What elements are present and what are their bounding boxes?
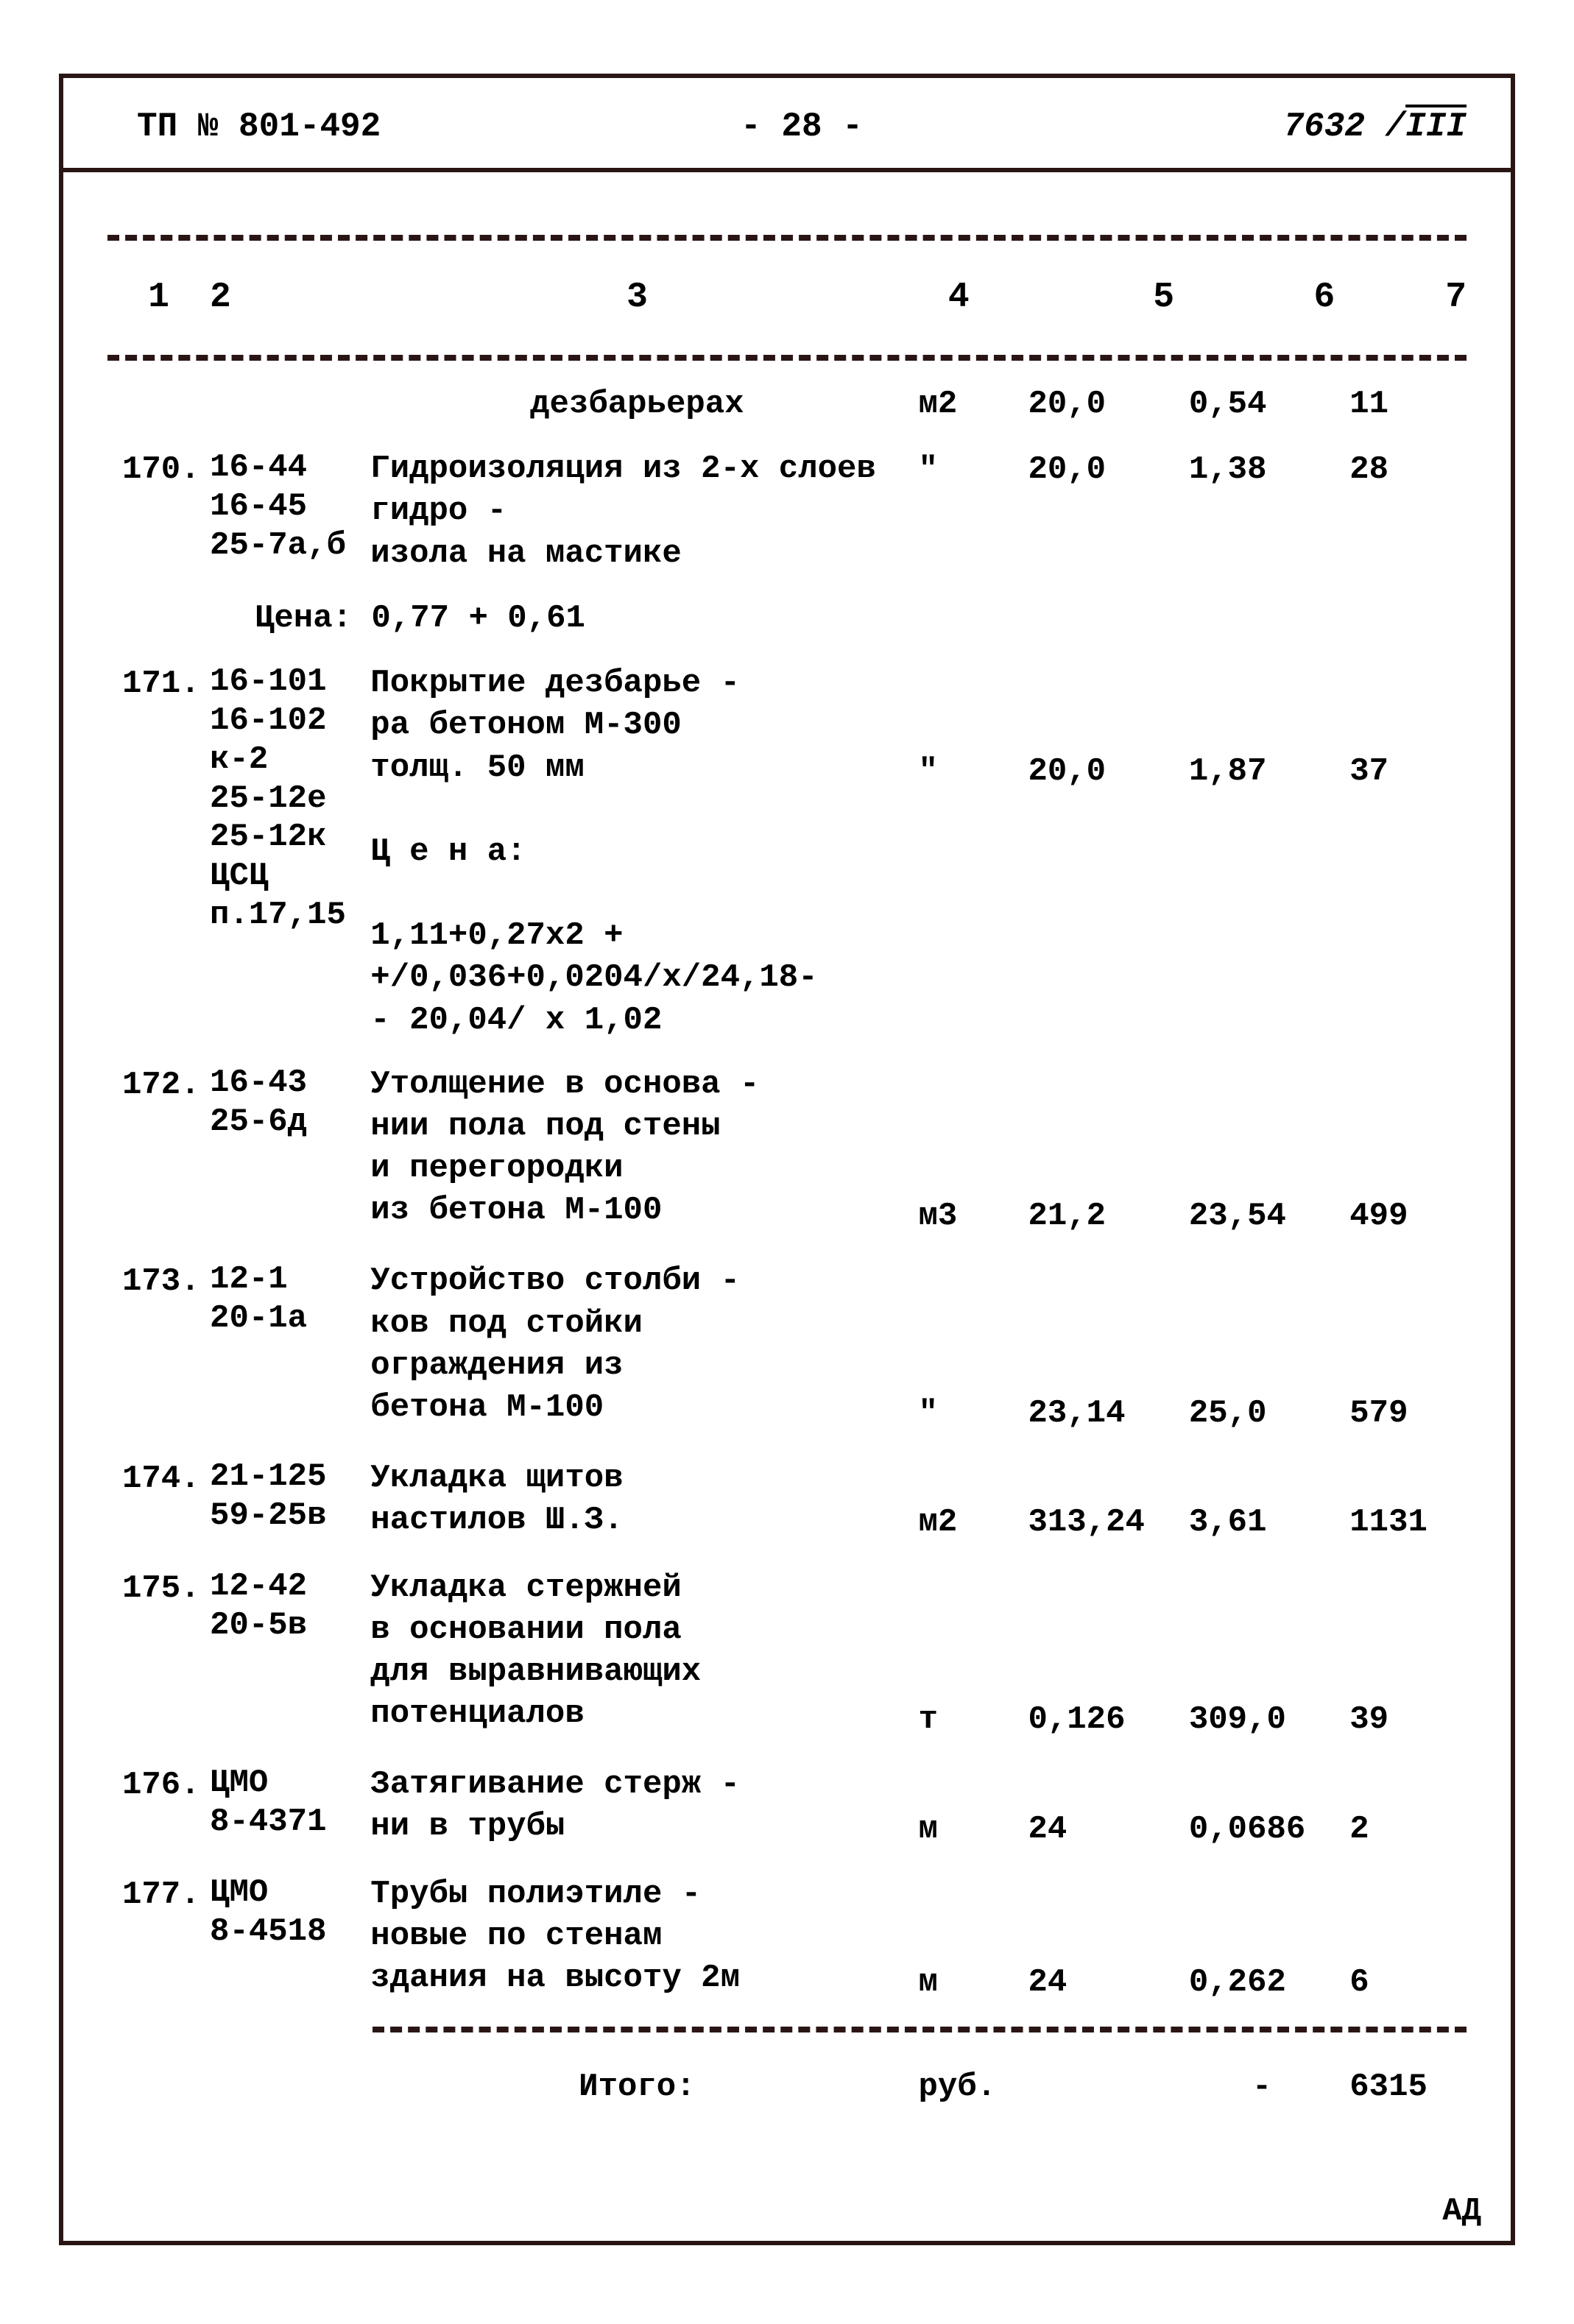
row-price: 3,61 <box>1174 1458 1335 1545</box>
table-row: 174.21-12559-25вУкладка щитовнастилов Ш.… <box>107 1458 1467 1545</box>
table-row: 172.16-4325-6дУтолщение в основа -нии по… <box>107 1064 1467 1239</box>
col-6: 6 <box>1174 274 1335 322</box>
row-codes: 16-4416-4525-7а,б <box>210 448 370 565</box>
dash-rule-before-total <box>373 2027 1467 2032</box>
qty: 20,0 <box>1013 383 1174 426</box>
row-codes: 12-120-1а <box>210 1260 370 1338</box>
row-desc: Укладка щитовнастилов Ш.З. <box>370 1458 903 1541</box>
row-desc: Покрытие дезбарье -ра бетоном М-300толщ.… <box>370 663 903 1042</box>
row-price: 25,0 <box>1174 1260 1335 1435</box>
row-num: 175. <box>107 1567 210 1611</box>
row-desc: Устройство столби -ков под стойкиогражде… <box>370 1260 903 1429</box>
row-qty: 313,24 <box>1013 1458 1174 1545</box>
dash-rule-top <box>107 235 1467 241</box>
row-codes: ЦМО8-4518 <box>210 1873 370 1952</box>
row-num: 173. <box>107 1260 210 1304</box>
row-unit: м3 <box>903 1064 1013 1239</box>
row-price: 309,0 <box>1174 1567 1335 1742</box>
col-7: 7 <box>1335 274 1467 322</box>
row-sum: 39 <box>1335 1567 1467 1742</box>
page-header: ТП № 801-492 - 28 - 7632 /III <box>63 78 1511 172</box>
row-qty: 24 <box>1013 1764 1174 1851</box>
row-unit: " <box>903 663 1013 794</box>
content-area: 1 2 3 4 5 6 7 дезбарьерах м2 20,0 0,54 1… <box>63 172 1511 2154</box>
total-label: Итого: <box>370 2066 903 2109</box>
price-note: Цена: 0,77 + 0,61 <box>107 597 1467 640</box>
col-5: 5 <box>1014 274 1174 322</box>
row-desc: Утолщение в основа -нии пола под стеныи … <box>370 1064 903 1232</box>
row-desc: Укладка стержнейв основании поладля выра… <box>370 1567 903 1736</box>
total-unit: руб. <box>903 2066 1013 2109</box>
column-headers: 1 2 3 4 5 6 7 <box>107 259 1467 336</box>
price: 0,54 <box>1174 383 1335 426</box>
table-row: 171.16-10116-102к-225-12е25-12кЦСЦп.17,1… <box>107 663 1467 1042</box>
row-price: 23,54 <box>1174 1064 1335 1239</box>
row-sum: 1131 <box>1335 1458 1467 1545</box>
doc-code: ТП № 801-492 <box>137 107 580 146</box>
row-codes: 16-10116-102к-225-12е25-12кЦСЦп.17,15 <box>210 663 370 935</box>
row-desc: Затягивание стерж -ни в трубы <box>370 1764 903 1848</box>
row-num: 177. <box>107 1873 210 1917</box>
row-codes: 12-4220-5в <box>210 1567 370 1645</box>
row-unit: т <box>903 1567 1013 1742</box>
table-row: 177.ЦМО8-4518Трубы полиэтиле -новые по с… <box>107 1873 1467 2005</box>
row-sum: 28 <box>1335 448 1467 492</box>
desc: дезбарьерах <box>370 383 903 426</box>
table-row: 173.12-120-1аУстройство столби -ков под … <box>107 1260 1467 1435</box>
col-4: 4 <box>904 274 1014 322</box>
dash-rule-under-header <box>107 355 1467 361</box>
footer-mark: АД <box>1442 2193 1481 2230</box>
row-qty: 21,2 <box>1013 1064 1174 1239</box>
row-sum: 6 <box>1335 1873 1467 2005</box>
row-price: 0,0686 <box>1174 1764 1335 1851</box>
table-row: дезбарьерах м2 20,0 0,54 11 <box>107 383 1467 426</box>
row-qty: 23,14 <box>1013 1260 1174 1435</box>
row-sum: 37 <box>1335 663 1467 794</box>
col-2: 2 <box>210 274 370 322</box>
total-value: 6315 <box>1335 2066 1467 2109</box>
row-desc: Гидроизоляция из 2-х слоев гидро -изола … <box>370 448 903 575</box>
row-unit: м2 <box>903 1458 1013 1545</box>
row-desc: Трубы полиэтиле -новые по стенамздания н… <box>370 1873 903 2000</box>
row-codes: 16-4325-6д <box>210 1064 370 1142</box>
total-row: Итого: руб. - 6315 <box>107 2051 1467 2124</box>
row-unit: " <box>903 448 1013 492</box>
ref-number: 7632 <box>1284 107 1365 146</box>
col-3: 3 <box>370 274 904 322</box>
row-price: 0,262 <box>1174 1873 1335 2005</box>
row-price: 1,38 <box>1174 448 1335 492</box>
sum: 11 <box>1335 383 1467 426</box>
doc-ref: 7632 /III <box>1023 107 1467 146</box>
ref-suffix: III <box>1405 112 1467 142</box>
row-codes: 21-12559-25в <box>210 1458 370 1536</box>
row-num: 176. <box>107 1764 210 1807</box>
row-unit: м <box>903 1764 1013 1851</box>
row-num: 170. <box>107 448 210 492</box>
total-dash: - <box>1174 2066 1335 2109</box>
row-codes: ЦМО8-4371 <box>210 1764 370 1842</box>
col-1: 1 <box>107 274 210 322</box>
row-qty: 0,126 <box>1013 1567 1174 1742</box>
table-row: 170.16-4416-4525-7а,бГидроизоляция из 2-… <box>107 448 1467 575</box>
row-num: 174. <box>107 1458 210 1501</box>
row-qty: 20,0 <box>1013 663 1174 794</box>
row-unit: " <box>903 1260 1013 1435</box>
row-qty: 20,0 <box>1013 448 1174 492</box>
table-row: 175.12-4220-5вУкладка стержнейв основани… <box>107 1567 1467 1742</box>
row-num: 172. <box>107 1064 210 1107</box>
unit: м2 <box>903 383 1013 426</box>
row-price: 1,87 <box>1174 663 1335 794</box>
row-sum: 579 <box>1335 1260 1467 1435</box>
row-num: 171. <box>107 663 210 706</box>
table-row: 176.ЦМО8-4371Затягивание стерж -ни в тру… <box>107 1764 1467 1851</box>
page-number: - 28 - <box>580 107 1023 146</box>
row-sum: 2 <box>1335 1764 1467 1851</box>
row-unit: м <box>903 1873 1013 2005</box>
row-qty: 24 <box>1013 1873 1174 2005</box>
row-sum: 499 <box>1335 1064 1467 1239</box>
